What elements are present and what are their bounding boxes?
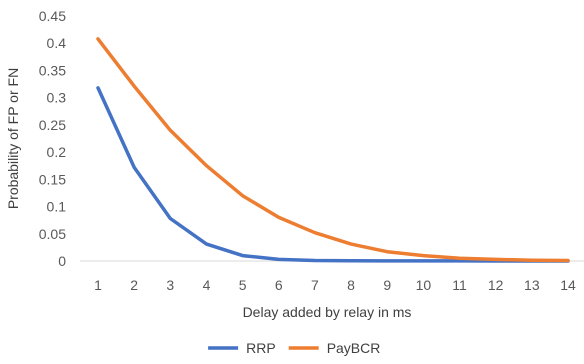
x-tick-label: 5	[239, 277, 247, 293]
y-tick-label: 0.2	[47, 144, 67, 160]
legend-label: RRP	[246, 340, 276, 356]
y-tick-label: 0.3	[47, 90, 67, 106]
x-tick-label: 9	[383, 277, 391, 293]
y-tick-label: 0.15	[39, 171, 66, 187]
x-tick-label: 10	[416, 277, 432, 293]
y-tick-label: 0.1	[47, 199, 67, 215]
x-tick-label: 11	[452, 277, 467, 293]
y-tick-label: 0	[58, 253, 66, 269]
x-tick-label: 2	[130, 277, 138, 293]
x-tick-label: 14	[560, 277, 576, 293]
x-tick-label: 13	[524, 277, 540, 293]
x-tick-label: 3	[166, 277, 174, 293]
y-tick-label: 0.35	[39, 62, 66, 78]
x-tick-label: 4	[203, 277, 211, 293]
x-tick-label: 8	[347, 277, 355, 293]
series-lines	[96, 37, 570, 263]
y-axis-title: Probability of FP or FN	[5, 68, 21, 209]
legend-item-rrp: RRP	[208, 340, 276, 356]
y-tick-label: 0.4	[47, 35, 67, 51]
x-tick-label: 7	[311, 277, 319, 293]
y-tick-label: 0.45	[39, 8, 66, 24]
legend-item-paybcr: PayBCR	[288, 340, 381, 356]
legend-label: PayBCR	[327, 340, 381, 356]
y-axis-ticks: 0 0.05 0.1 0.15 0.2 0.25 0.3 0.35 0.4 0.45	[39, 8, 66, 269]
series-line-rrp	[96, 86, 570, 263]
x-tick-label: 12	[488, 277, 504, 293]
x-tick-label: 1	[94, 277, 102, 293]
series-line-paybcr	[96, 37, 570, 263]
x-axis-ticks: 1 2 3 4 5 6 7 8 9 10 11 12 13 14	[94, 277, 576, 293]
y-tick-label: 0.05	[39, 226, 66, 242]
x-tick-label: 6	[275, 277, 283, 293]
x-axis-title: Delay added by relay in ms	[243, 304, 412, 320]
legend: RRP PayBCR	[208, 340, 380, 356]
y-tick-label: 0.25	[39, 117, 66, 133]
